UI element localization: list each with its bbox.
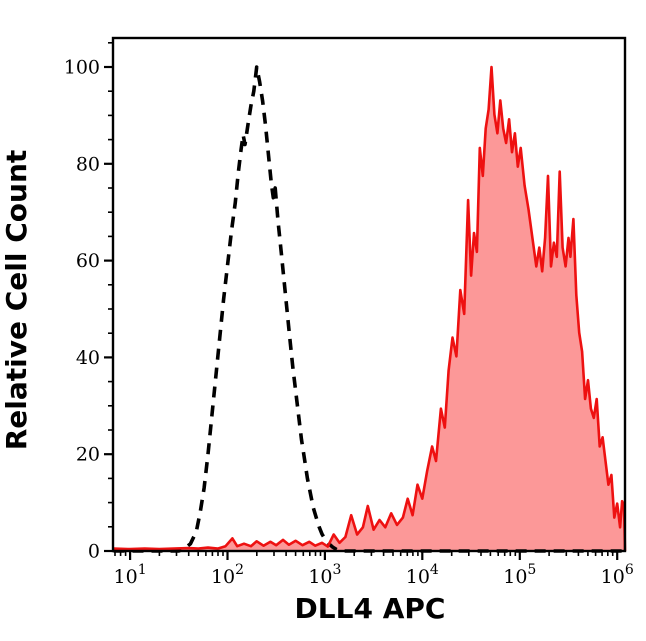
axes-box-layer bbox=[111, 36, 627, 553]
x-tick-label: 102 bbox=[211, 562, 244, 588]
y-tick-label: 20 bbox=[76, 444, 100, 466]
x-tick-label: 106 bbox=[601, 562, 634, 588]
x-tick-label: 104 bbox=[406, 562, 439, 588]
isotype-control-curve-layer bbox=[113, 65, 625, 553]
dll4-apc-curve bbox=[113, 65, 627, 552]
y-tick-label: 0 bbox=[88, 541, 100, 563]
dll4-apc-curve-layer bbox=[113, 65, 627, 552]
dll4-apc-fill-layer bbox=[113, 67, 625, 551]
ticks-layer bbox=[104, 41, 619, 560]
x-axis-title: DLL4 APC bbox=[295, 592, 446, 625]
tick-labels-layer: 0 20 40 60 80 100 101 102 103 104 105 106 bbox=[64, 57, 634, 589]
y-tick-label: 100 bbox=[64, 57, 100, 79]
dll4-apc-area-fill bbox=[113, 67, 625, 551]
y-axis-title: Relative Cell Count bbox=[0, 150, 33, 451]
y-tick-label: 40 bbox=[76, 347, 100, 369]
isotype-control-curve bbox=[113, 65, 625, 553]
y-tick-label: 80 bbox=[76, 153, 100, 175]
plot-box bbox=[111, 36, 627, 553]
x-tick-label: 101 bbox=[114, 562, 147, 588]
x-tick-label: 105 bbox=[503, 562, 536, 588]
y-tick-label: 60 bbox=[76, 250, 100, 272]
x-tick-label: 103 bbox=[308, 562, 341, 588]
